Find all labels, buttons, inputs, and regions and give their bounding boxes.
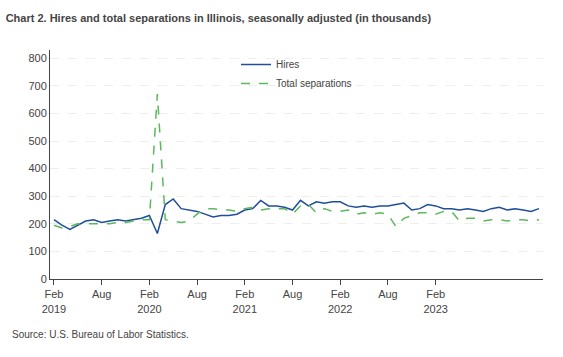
svg-text:Feb2019: Feb2019 <box>42 288 66 314</box>
svg-text:Feb2020: Feb2020 <box>137 288 161 314</box>
svg-text:100: 100 <box>28 245 46 257</box>
svg-text:Feb2023: Feb2023 <box>423 288 447 314</box>
svg-text:Feb2022: Feb2022 <box>328 288 352 314</box>
svg-text:Aug: Aug <box>378 288 398 300</box>
svg-text:800: 800 <box>28 52 46 64</box>
svg-text:Chart 2. Hires and total separ: Chart 2. Hires and total separations in … <box>6 12 432 24</box>
svg-text:Source: U.S. Bureau of Labor S: Source: U.S. Bureau of Labor Statistics. <box>12 329 189 340</box>
svg-text:700: 700 <box>28 80 46 92</box>
svg-text:Feb2021: Feb2021 <box>233 288 257 314</box>
svg-text:600: 600 <box>28 107 46 119</box>
svg-text:Aug: Aug <box>283 288 303 300</box>
svg-text:Hires: Hires <box>276 59 299 70</box>
svg-text:Aug: Aug <box>92 288 112 300</box>
svg-text:400: 400 <box>28 162 46 174</box>
svg-text:Total separations: Total separations <box>276 78 352 89</box>
svg-text:500: 500 <box>28 135 46 147</box>
svg-text:0: 0 <box>41 273 47 285</box>
svg-text:200: 200 <box>28 218 46 230</box>
svg-text:Aug: Aug <box>187 288 207 300</box>
svg-text:300: 300 <box>28 190 46 202</box>
